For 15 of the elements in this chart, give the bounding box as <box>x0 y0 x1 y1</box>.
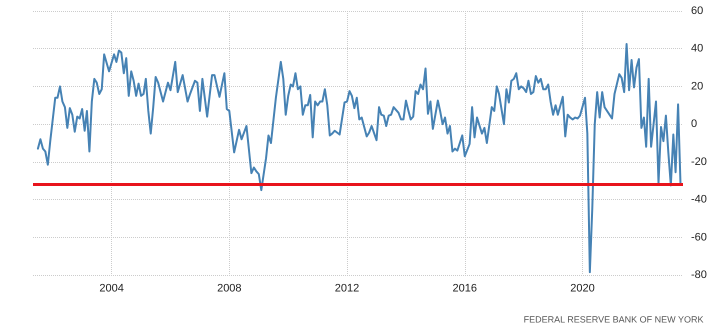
y-tick-label: -60 <box>691 231 707 244</box>
text: FEDERAL RESERVE BANK OF NEW YORK <box>524 314 704 324</box>
x-tick-label: 2004 <box>99 282 124 294</box>
y-tick-label: 20 <box>691 80 704 92</box>
y-tick-label: -40 <box>691 194 707 206</box>
y-tick-label: -20 <box>691 156 707 168</box>
x-tick-label: 2016 <box>452 282 478 294</box>
y-tick-label: 40 <box>691 42 704 55</box>
y-tick-label: 60 <box>691 5 704 17</box>
x-tick-label: 2020 <box>570 282 595 294</box>
x-tick-label: 2008 <box>217 282 242 294</box>
x-tick-label: 2012 <box>334 282 360 294</box>
y-tick-label: -80 <box>691 269 707 281</box>
y-tick-label: 0 <box>691 118 698 130</box>
line-series <box>36 43 682 274</box>
